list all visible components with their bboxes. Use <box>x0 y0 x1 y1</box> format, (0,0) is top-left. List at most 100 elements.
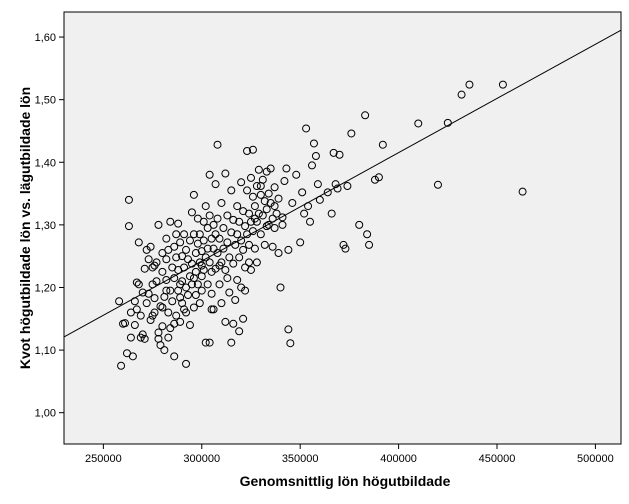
data-point <box>365 240 374 249</box>
data-point <box>115 297 124 306</box>
x-tick-label: 450000 <box>479 453 516 465</box>
data-point <box>215 234 224 243</box>
data-point <box>233 275 242 284</box>
data-point <box>260 197 269 206</box>
data-point <box>130 321 139 330</box>
x-tick-label: 350000 <box>282 453 319 465</box>
data-point <box>156 302 165 311</box>
data-point <box>142 299 151 308</box>
data-point <box>258 211 267 220</box>
data-point <box>205 258 214 267</box>
data-point <box>306 217 315 226</box>
data-point <box>154 220 163 229</box>
data-point <box>136 333 145 342</box>
data-point <box>343 182 352 191</box>
data-point <box>213 214 222 223</box>
data-point <box>162 275 171 284</box>
data-point <box>176 280 185 289</box>
data-point <box>300 209 309 218</box>
data-point <box>180 230 189 239</box>
data-point <box>205 211 214 220</box>
data-point <box>250 202 259 211</box>
data-point <box>199 217 208 226</box>
data-point <box>201 338 210 347</box>
data-point <box>262 205 271 214</box>
data-point <box>309 139 318 148</box>
data-point <box>374 173 383 182</box>
data-point <box>124 195 133 204</box>
data-point <box>288 198 297 207</box>
data-point <box>296 238 305 247</box>
data-point <box>341 244 350 253</box>
y-tick-label: 1,10 <box>35 345 56 357</box>
data-point <box>189 190 198 199</box>
data-point <box>252 182 261 191</box>
data-point <box>254 165 263 174</box>
y-tick-label: 1,60 <box>35 32 56 44</box>
data-point <box>170 319 179 328</box>
data-point <box>235 217 244 226</box>
data-point <box>172 311 181 320</box>
data-point <box>140 264 149 273</box>
data-point <box>355 220 364 229</box>
data-point <box>237 236 246 245</box>
data-point <box>252 258 261 267</box>
data-point <box>229 319 238 328</box>
data-point <box>227 228 236 237</box>
data-point <box>270 224 279 232</box>
data-point <box>213 249 222 258</box>
data-point <box>223 274 232 283</box>
data-point <box>443 118 452 127</box>
data-point <box>313 180 322 189</box>
data-point <box>243 146 252 155</box>
data-point <box>189 274 198 283</box>
data-point <box>209 220 218 229</box>
data-point <box>211 180 220 189</box>
data-point <box>223 211 232 220</box>
data-point <box>245 240 254 249</box>
data-point <box>284 325 293 334</box>
data-point <box>235 253 244 262</box>
data-point <box>166 217 175 226</box>
data-point <box>195 230 204 239</box>
data-point <box>182 308 191 317</box>
data-point <box>128 352 137 361</box>
data-point <box>215 280 224 289</box>
data-point <box>201 202 210 211</box>
data-point <box>166 286 175 295</box>
data-point <box>254 209 263 218</box>
data-point <box>211 230 220 239</box>
data-point <box>217 198 226 207</box>
data-point <box>176 317 185 326</box>
data-point <box>250 214 259 223</box>
data-point <box>241 286 250 295</box>
data-point <box>152 277 161 286</box>
data-point <box>183 290 192 299</box>
data-point <box>207 289 216 298</box>
data-point <box>370 175 379 184</box>
data-point <box>221 265 230 274</box>
data-point <box>327 209 336 218</box>
data-point <box>278 213 287 222</box>
data-point <box>227 338 236 347</box>
y-tick-label: 1,00 <box>35 408 56 420</box>
data-point <box>237 178 246 187</box>
data-point <box>134 238 143 247</box>
data-point <box>124 222 133 231</box>
data-point <box>197 261 206 270</box>
y-axis-title: Kvot högutbildade lön vs. lägutbildade l… <box>17 87 33 369</box>
data-point <box>272 209 281 218</box>
data-point <box>172 253 181 262</box>
data-point <box>276 283 285 292</box>
y-tick-label: 1,40 <box>35 157 56 169</box>
data-point <box>146 242 155 251</box>
data-point <box>217 299 226 308</box>
data-point <box>189 230 198 239</box>
data-point <box>158 303 167 312</box>
data-point <box>278 220 287 229</box>
data-point <box>335 150 344 159</box>
data-point <box>140 334 149 343</box>
data-point <box>187 259 196 268</box>
data-point <box>227 186 236 195</box>
data-point <box>166 324 175 333</box>
